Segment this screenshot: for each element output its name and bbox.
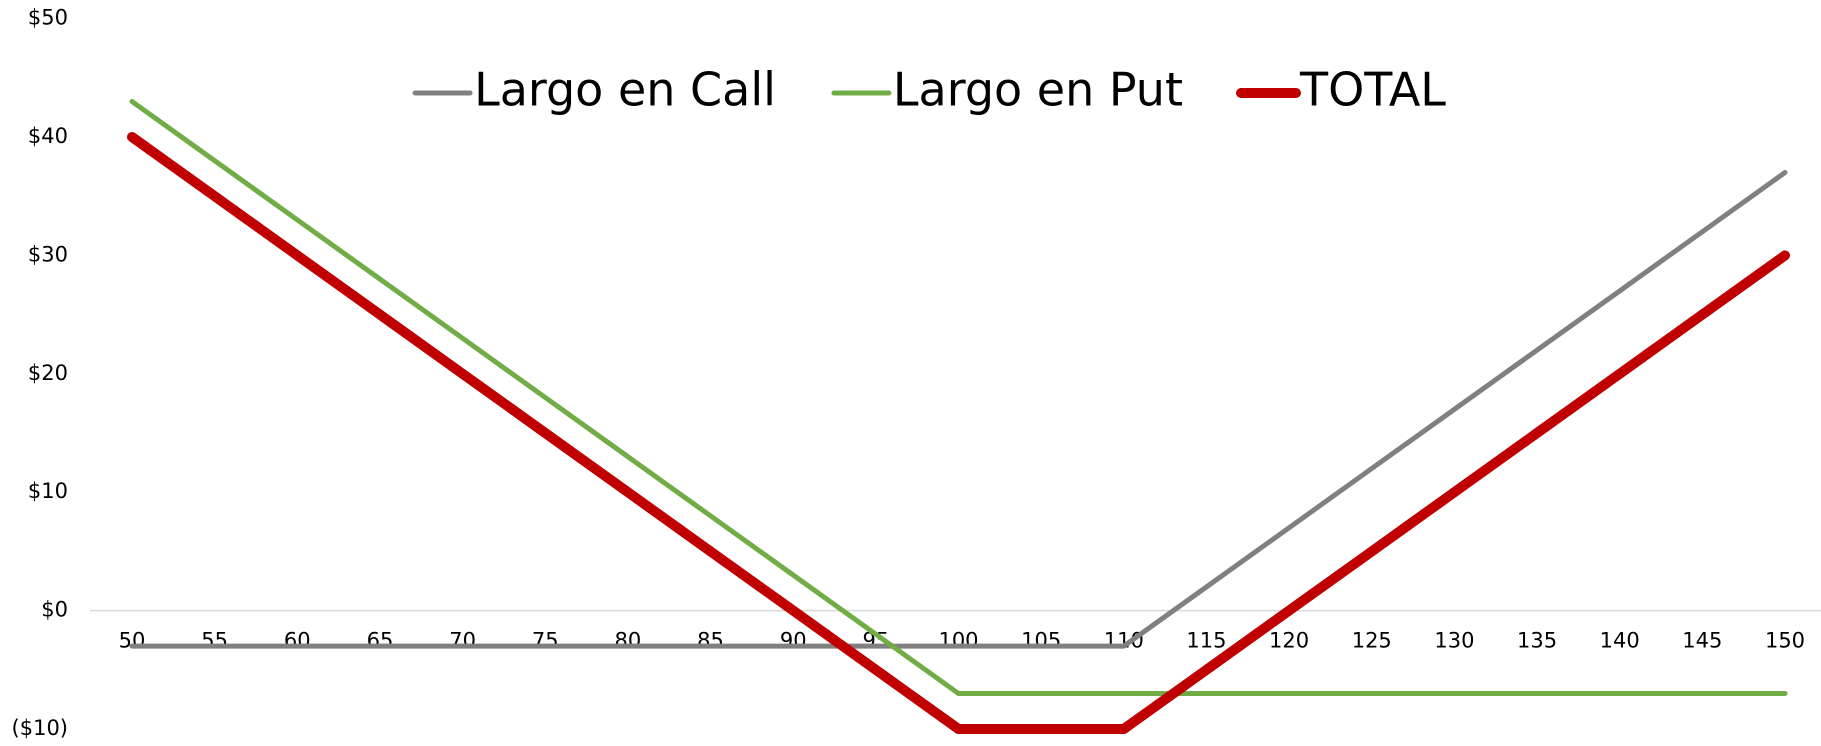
legend-label: TOTAL [1299, 63, 1446, 117]
x-tick-label: 70 [449, 629, 476, 653]
x-tick-label: 120 [1269, 629, 1309, 653]
y-tick-label: $30 [28, 242, 68, 266]
x-tick-label: 85 [697, 629, 724, 653]
x-tick-label: 90 [780, 629, 807, 653]
y-tick-label: $0 [41, 598, 68, 622]
x-tick-label: 130 [1434, 629, 1474, 653]
x-tick-label: 145 [1682, 629, 1722, 653]
x-tick-label: 115 [1186, 629, 1226, 653]
x-tick-label: 150 [1765, 629, 1805, 653]
y-tick-label: $10 [28, 479, 68, 503]
x-tick-label: 100 [938, 629, 978, 653]
y-tick-label: $50 [28, 6, 68, 30]
x-tick-label: 125 [1352, 629, 1392, 653]
x-tick-label: 105 [1021, 629, 1061, 653]
x-tick-label: 110 [1104, 629, 1144, 653]
series-line [127, 132, 1790, 734]
legend-label: Largo en Call [474, 63, 776, 117]
x-tick-label: 75 [532, 629, 559, 653]
x-tick-label: 55 [201, 629, 228, 653]
x-tick-label: 140 [1600, 629, 1640, 653]
series-line [129, 98, 1788, 696]
y-tick-label: $20 [28, 361, 68, 385]
x-tick-label: 80 [615, 629, 642, 653]
x-tick-label: 50 [119, 629, 146, 653]
series-line [129, 170, 1788, 649]
x-tick-label: 65 [367, 629, 394, 653]
y-tick-label: ($10) [12, 716, 68, 740]
x-tick-label: 135 [1517, 629, 1557, 653]
legend-label: Largo en Put [893, 63, 1183, 117]
y-tick-label: $40 [28, 124, 68, 148]
x-tick-label: 60 [284, 629, 311, 653]
